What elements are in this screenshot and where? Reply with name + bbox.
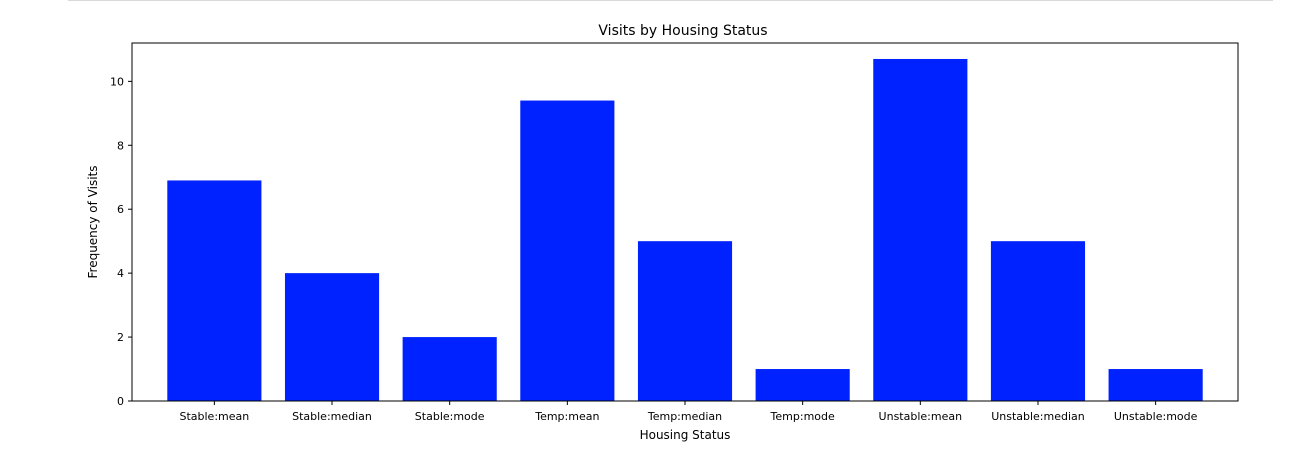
bar-temp-mean <box>520 100 615 401</box>
bar-temp-mode <box>755 369 850 401</box>
bar-unstable-mode <box>1108 369 1203 401</box>
x-tick-label: Stable:median <box>292 410 372 423</box>
x-tick-label: Unstable:median <box>991 410 1085 423</box>
y-tick-label: 6 <box>117 203 124 216</box>
bars-group <box>167 58 1203 401</box>
chart-title: Visits by Housing Status <box>598 23 767 39</box>
y-tick-label: 0 <box>117 395 124 408</box>
x-tick-label: Unstable:mode <box>1114 410 1198 423</box>
y-axis: 0 2 4 6 8 10 <box>110 75 132 408</box>
x-tick-label: Stable:mean <box>179 410 249 423</box>
y-tick-label: 10 <box>110 75 124 88</box>
y-tick-label: 8 <box>117 139 124 152</box>
x-axis-label: Housing Status <box>640 428 731 442</box>
bar-stable-mean <box>167 180 262 401</box>
bar-temp-median <box>637 241 733 401</box>
bar-unstable-mean <box>873 58 968 401</box>
x-axis: Stable:mean Stable:median Stable:mode Temp:… <box>179 401 1198 423</box>
y-tick-label: 2 <box>117 331 124 344</box>
x-tick-label: Temp:mode <box>770 410 835 423</box>
cell-divider <box>68 0 1273 1</box>
x-tick-label: Temp:mean <box>534 410 599 423</box>
y-axis-label: Frequency of Visits <box>86 165 100 278</box>
bar-stable-median <box>284 273 380 401</box>
bar-stable-mode <box>402 337 497 401</box>
x-tick-label: Unstable:mean <box>879 410 963 423</box>
y-tick-label: 4 <box>117 267 124 280</box>
x-tick-label: Stable:mode <box>415 410 485 423</box>
bar-unstable-median <box>990 241 1086 401</box>
x-tick-label: Temp:median <box>647 410 722 423</box>
